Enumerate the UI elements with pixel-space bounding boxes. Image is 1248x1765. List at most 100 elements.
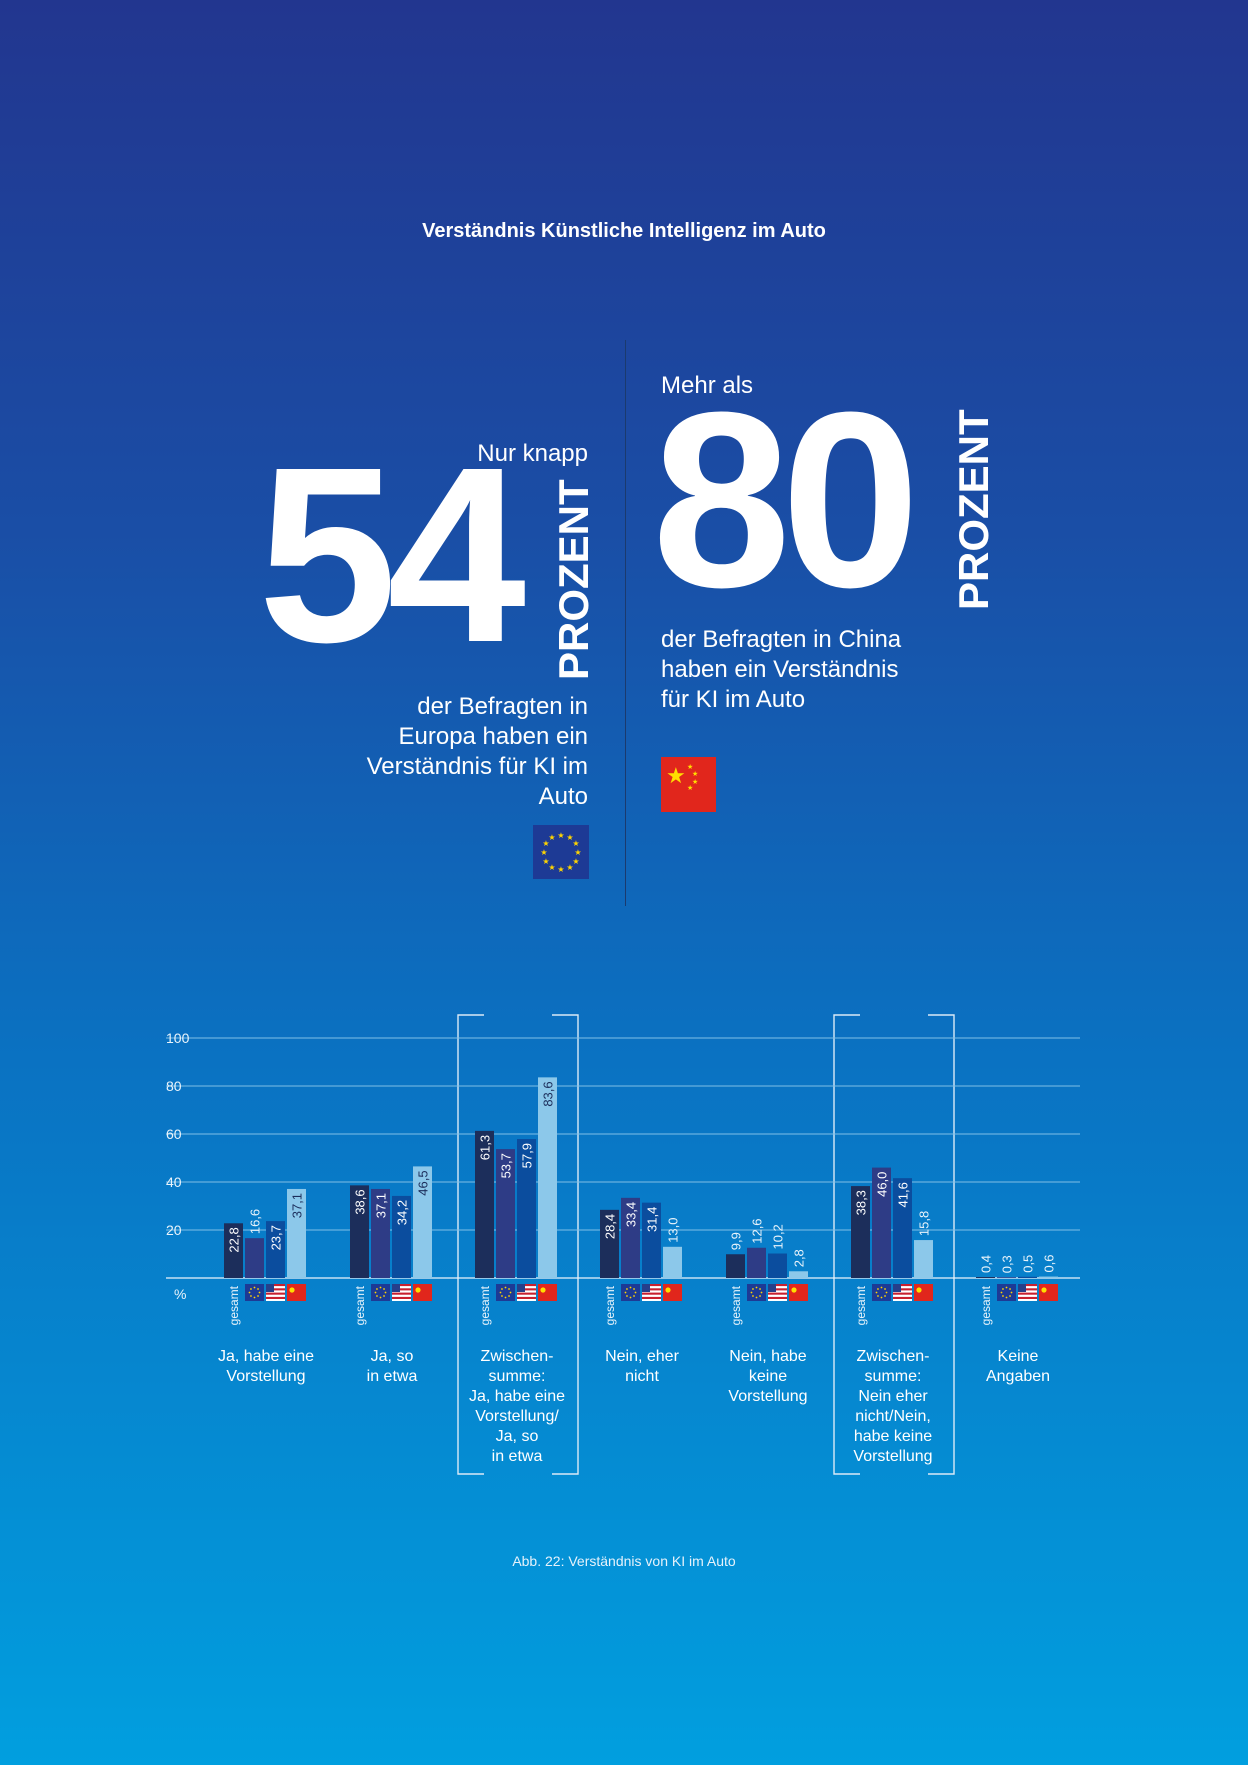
china-percentage-value: 80 bbox=[652, 360, 920, 639]
china-flag-icon bbox=[538, 1284, 557, 1301]
eu-percentage-unit: PROZENT bbox=[550, 479, 597, 680]
bar bbox=[976, 1277, 995, 1278]
eu-flag-icon bbox=[245, 1284, 264, 1301]
bar bbox=[872, 1167, 891, 1278]
bar-value-label: 23,7 bbox=[269, 1225, 284, 1250]
bar-value-label: 0,5 bbox=[1021, 1255, 1036, 1273]
usa-flag-canton bbox=[768, 1284, 776, 1292]
y-tick-label: 40 bbox=[166, 1174, 182, 1190]
eu-flag-star bbox=[629, 1296, 632, 1299]
bar bbox=[287, 1188, 306, 1278]
series-label-gesamt: gesamt bbox=[979, 1285, 993, 1325]
usa-flag-canton bbox=[392, 1284, 400, 1292]
usa-flag-canton bbox=[893, 1284, 901, 1292]
eu-flag-star bbox=[1009, 1288, 1011, 1290]
china-flag-icon bbox=[663, 1284, 682, 1301]
eu-flag-star bbox=[626, 1288, 628, 1290]
category-label: Nein, eher nicht bbox=[605, 1348, 679, 1385]
bar-value-label: 15,8 bbox=[917, 1211, 932, 1236]
svg-text:★: ★ bbox=[572, 857, 579, 866]
series-label-gesamt: gesamt bbox=[854, 1285, 868, 1325]
usa-flag-stripe bbox=[266, 1296, 285, 1299]
category-label: Zwischen-summe: Nein eher nicht/Nein, habe … bbox=[853, 1348, 932, 1465]
eu-flag-star bbox=[884, 1295, 886, 1297]
eu-percentage-value: 54 bbox=[258, 415, 526, 694]
highlight-bracket bbox=[457, 1014, 579, 1475]
eu-flag-star bbox=[376, 1288, 378, 1290]
svg-text:★: ★ bbox=[566, 863, 573, 872]
y-tick-label: 100 bbox=[166, 1030, 190, 1046]
china-flag-icon: ★ ★ ★ ★ ★ bbox=[661, 757, 716, 812]
usa-flag-canton bbox=[517, 1284, 525, 1292]
china-flag-star bbox=[415, 1287, 421, 1293]
eu-flag-star bbox=[258, 1291, 261, 1294]
series-label-gesamt: gesamt bbox=[227, 1285, 241, 1325]
series-label-gesamt: gesamt bbox=[603, 1285, 617, 1325]
usa-flag-stripe bbox=[266, 1288, 285, 1291]
eu-flag-star bbox=[1010, 1291, 1013, 1294]
eu-flag-star bbox=[759, 1295, 761, 1297]
bar-value-label: 41,6 bbox=[896, 1182, 911, 1207]
eu-flag-star bbox=[250, 1288, 252, 1290]
bar bbox=[726, 1254, 745, 1278]
svg-text:★: ★ bbox=[542, 857, 549, 866]
bar bbox=[1018, 1276, 1037, 1278]
y-tick-label: 20 bbox=[166, 1222, 182, 1238]
eu-flag-star bbox=[752, 1295, 754, 1297]
bar-value-label: 12,6 bbox=[750, 1218, 765, 1243]
eu-flag-star bbox=[248, 1291, 251, 1294]
bar bbox=[663, 1246, 682, 1278]
china-flag-icon bbox=[789, 1284, 808, 1301]
eu-flag-star bbox=[880, 1296, 883, 1299]
eu-flag-star bbox=[626, 1295, 628, 1297]
svg-text:★: ★ bbox=[548, 833, 555, 842]
bar bbox=[475, 1130, 494, 1278]
bar-value-label: 16,6 bbox=[248, 1209, 263, 1234]
usa-flag-stripe bbox=[768, 1292, 787, 1295]
usa-flag-canton bbox=[642, 1284, 650, 1292]
bar bbox=[517, 1139, 536, 1278]
china-intro-text: Mehr als bbox=[661, 372, 754, 399]
eu-flag-star bbox=[629, 1286, 632, 1289]
bar bbox=[371, 1188, 390, 1278]
usa-flag-stripe bbox=[642, 1288, 661, 1291]
china-flag-star bbox=[540, 1287, 546, 1293]
bar-value-label: 33,4 bbox=[624, 1202, 639, 1227]
category-label: Nein, habe keine Vorstellung bbox=[728, 1348, 807, 1405]
bar bbox=[266, 1221, 285, 1278]
usa-flag-stripe bbox=[768, 1296, 787, 1299]
eu-flag-star bbox=[760, 1291, 763, 1294]
china-flag-icon bbox=[1039, 1284, 1058, 1301]
usa-flag-stripe bbox=[768, 1288, 787, 1291]
usa-flag-stripe bbox=[266, 1292, 285, 1295]
eu-flag-star bbox=[755, 1296, 758, 1299]
usa-flag-stripe bbox=[517, 1296, 536, 1299]
bar bbox=[851, 1186, 870, 1278]
bar-value-label: 10,2 bbox=[771, 1224, 786, 1249]
category-label: Ja, so in etwa bbox=[367, 1348, 418, 1385]
china-flag-star bbox=[1041, 1287, 1047, 1293]
svg-text:★: ★ bbox=[574, 848, 581, 857]
svg-text:★: ★ bbox=[566, 833, 573, 842]
bar-value-label: 46,5 bbox=[416, 1170, 431, 1195]
eu-flag-star bbox=[508, 1288, 510, 1290]
y-tick-label: 80 bbox=[166, 1078, 182, 1094]
figure-caption: Abb. 22: Verständnis von KI im Auto bbox=[512, 1553, 736, 1569]
eu-flag-star bbox=[885, 1291, 888, 1294]
china-flag-star bbox=[791, 1287, 797, 1293]
usa-flag-stripe bbox=[266, 1284, 285, 1287]
eu-flag-star bbox=[508, 1295, 510, 1297]
series-label-gesamt: gesamt bbox=[729, 1285, 743, 1325]
eu-flag-star bbox=[501, 1295, 503, 1297]
svg-text:★: ★ bbox=[572, 839, 579, 848]
bar-value-label: 34,2 bbox=[395, 1200, 410, 1225]
eu-flag-icon bbox=[621, 1284, 640, 1301]
divider bbox=[625, 340, 626, 906]
bar bbox=[350, 1185, 369, 1278]
usa-flag-stripe bbox=[392, 1292, 411, 1295]
svg-text:★: ★ bbox=[542, 839, 549, 848]
eu-flag-star bbox=[750, 1291, 753, 1294]
bar-value-label: 37,1 bbox=[374, 1193, 389, 1218]
eu-flag-star bbox=[253, 1296, 256, 1299]
svg-text:★: ★ bbox=[687, 763, 693, 771]
